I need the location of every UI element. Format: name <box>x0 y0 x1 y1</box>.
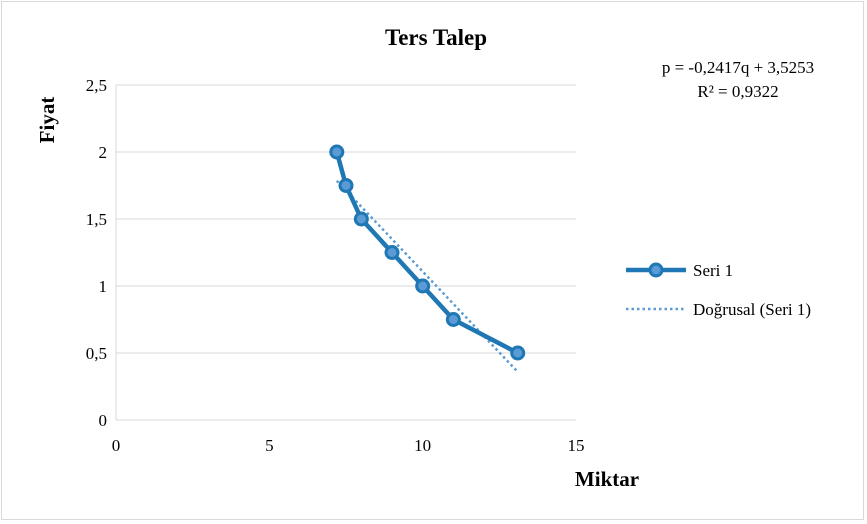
data-point <box>329 144 345 160</box>
data-point <box>353 211 369 227</box>
trendline-equation: p = -0,2417q + 3,5253 <box>662 58 814 77</box>
x-tick-label: 10 <box>414 436 431 455</box>
tick-layer: 0 0,5 1 1,5 2 2,5 0 5 10 15 <box>86 76 585 455</box>
data-point <box>510 345 526 361</box>
y-tick-label: 0,5 <box>86 344 107 363</box>
x-axis-title: Miktar <box>575 467 639 491</box>
legend: Seri 1 Doğrusal (Seri 1) <box>626 261 811 319</box>
r-squared-label: R² = 0,9322 <box>697 82 778 101</box>
grid-layer <box>115 84 576 421</box>
x-tick-label: 5 <box>265 436 274 455</box>
legend-trendline-label: Doğrusal (Seri 1) <box>693 300 811 319</box>
legend-series-label: Seri 1 <box>693 261 733 280</box>
y-axis-title: Fiyat <box>35 97 59 144</box>
data-point <box>384 245 400 260</box>
y-tick-label: 2,5 <box>86 76 107 95</box>
y-tick-label: 1 <box>99 277 108 296</box>
chart-title: Ters Talep <box>385 25 487 50</box>
series-layer <box>329 144 526 361</box>
data-point <box>415 278 431 294</box>
legend-series-marker <box>648 262 664 278</box>
x-tick-label: 15 <box>568 436 585 455</box>
x-tick-label: 0 <box>112 436 121 455</box>
data-point <box>338 178 354 193</box>
y-tick-label: 1,5 <box>86 210 107 229</box>
data-point <box>445 312 461 327</box>
y-tick-label: 0 <box>99 411 108 430</box>
y-tick-label: 2 <box>99 143 108 162</box>
